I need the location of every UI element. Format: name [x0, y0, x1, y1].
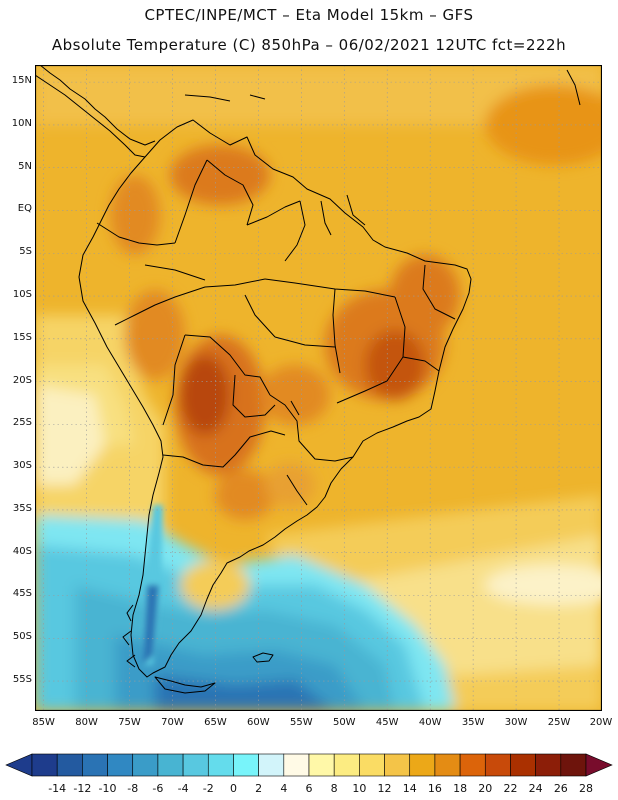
lon-label: 55W: [290, 717, 313, 728]
lat-label: 30S: [12, 460, 32, 472]
lat-label: 45S: [12, 588, 32, 600]
lon-label: 75W: [118, 717, 141, 728]
lat-label: 35S: [12, 502, 32, 514]
graticule: [35, 65, 602, 711]
lat-label: 15N: [11, 75, 32, 87]
colorbar-label: 18: [453, 782, 468, 795]
colorbar-high-arrow: [585, 753, 613, 777]
lat-label: 40S: [12, 545, 32, 557]
lat-label: 10N: [11, 117, 32, 129]
colorbar-swatch: [308, 753, 335, 777]
lat-label: 25S: [12, 417, 32, 429]
colorbar-label: 6: [305, 782, 313, 795]
colorbar-swatch: [107, 753, 134, 777]
colorbar-label: 24: [528, 782, 543, 795]
colorbar-swatch: [409, 753, 436, 777]
colorbar-swatch: [157, 753, 184, 777]
colorbar-label: -4: [177, 782, 189, 795]
lon-label: 30W: [504, 717, 528, 728]
colorbar-label: -12: [73, 782, 92, 795]
colorbar-swatch: [82, 753, 108, 777]
colorbar-swatch: [283, 753, 310, 777]
lat-label: 5S: [19, 246, 32, 258]
colorbar-label: 16: [427, 782, 442, 795]
colorbar-label: 14: [402, 782, 417, 795]
colorbar-swatch: [258, 753, 285, 777]
lat-label: 15S: [12, 331, 32, 343]
colorbar-label: 20: [478, 782, 493, 795]
colorbar-label: -2: [202, 782, 214, 795]
colorbar-label: 4: [280, 782, 288, 795]
colorbar-swatch: [510, 753, 536, 777]
colorbar-label: 0: [229, 782, 237, 795]
colorbar-swatch: [333, 753, 360, 777]
colorbar-label: -14: [48, 782, 67, 795]
temperature-map: [35, 65, 602, 711]
lat-label: EQ: [17, 203, 32, 215]
lon-label: 25W: [547, 717, 571, 728]
colorbar-swatch: [207, 753, 234, 777]
colorbar-swatch: [535, 753, 562, 777]
lon-label: 60W: [247, 717, 270, 728]
colorbar-swatch: [359, 753, 385, 777]
colorbar-label: 10: [352, 782, 367, 795]
country-borders: [35, 65, 581, 694]
colorbar-swatch: [484, 753, 511, 777]
colorbar-swatch: [384, 753, 411, 777]
lon-label: 35W: [461, 717, 485, 728]
lon-label: 20W: [589, 717, 613, 728]
lat-label: 55S: [12, 674, 32, 686]
colorbar-swatch: [560, 753, 587, 777]
colorbar-swatch: [434, 753, 461, 777]
colorbar-label: -10: [98, 782, 117, 795]
colorbar-swatch: [233, 753, 259, 777]
color-scale-bar: [0, 748, 618, 786]
map-subtitle: Absolute Temperature (C) 850hPa – 06/02/…: [51, 36, 567, 54]
colorbar-swatch: [459, 753, 486, 777]
lon-label: 85W: [32, 717, 55, 728]
colorbar-label: -8: [127, 782, 139, 795]
lon-label: 40W: [418, 717, 442, 728]
lat-label: 5N: [18, 160, 32, 172]
colorbar-swatch: [56, 753, 83, 777]
colorbar-label: 22: [503, 782, 518, 795]
lon-label: 70W: [161, 717, 184, 728]
colorbar-low-arrow: [5, 753, 33, 777]
colorbar-label: 2: [255, 782, 263, 795]
lon-label: 50W: [332, 717, 356, 728]
colorbar-swatch: [182, 753, 209, 777]
lat-label: 10S: [12, 289, 32, 301]
colorbar-swatch: [31, 753, 58, 777]
lat-label: 50S: [12, 631, 32, 643]
colorbar-label: -6: [152, 782, 164, 795]
lon-label: 80W: [75, 717, 98, 728]
colorbar-label: 26: [553, 782, 568, 795]
map-title: CPTEC/INPE/MCT – Eta Model 15km – GFS: [144, 6, 474, 24]
andes-cold-strip: [143, 505, 163, 665]
lon-label: 45W: [375, 717, 399, 728]
colorbar-label: 28: [579, 782, 593, 795]
colorbar-swatch: [132, 753, 159, 777]
colorbar-label: 12: [377, 782, 392, 795]
lon-label: 65W: [204, 717, 227, 728]
lat-label: 20S: [12, 374, 32, 386]
colorbar-label: 8: [330, 782, 338, 795]
